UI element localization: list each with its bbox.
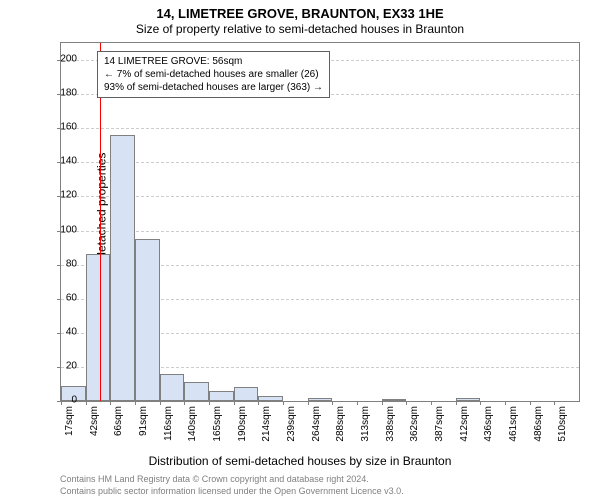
xtick-mark (283, 401, 284, 405)
xtick-label: 165sqm (212, 406, 223, 442)
xtick-mark (258, 401, 259, 405)
xtick-label: 486sqm (533, 406, 544, 442)
xtick-label: 264sqm (311, 406, 322, 442)
xtick-label: 116sqm (163, 406, 174, 441)
ytick-label: 0 (71, 395, 77, 406)
xtick-mark (431, 401, 432, 405)
ytick-label: 100 (60, 224, 77, 235)
ytick-label: 40 (66, 326, 77, 337)
xtick-label: 190sqm (237, 406, 248, 442)
footer-copyright-2: Contains public sector information licen… (60, 486, 404, 496)
histogram-bar (209, 391, 234, 401)
property-size-chart: 14, LIMETREE GROVE, BRAUNTON, EX33 1HE S… (0, 0, 600, 500)
chart-title-address: 14, LIMETREE GROVE, BRAUNTON, EX33 1HE (0, 6, 600, 21)
xtick-mark (357, 401, 358, 405)
xtick-label: 91sqm (138, 406, 149, 436)
ytick-label: 80 (66, 258, 77, 269)
annotation-line-3: 93% of semi-detached houses are larger (… (104, 81, 323, 94)
ytick-label: 180 (60, 88, 77, 99)
xtick-mark (61, 401, 62, 405)
ytick-label: 120 (60, 190, 77, 201)
histogram-bar (234, 387, 259, 401)
xtick-mark (135, 401, 136, 405)
xtick-mark (308, 401, 309, 405)
x-axis-label: Distribution of semi-detached houses by … (0, 454, 600, 468)
histogram-bar (456, 398, 481, 401)
histogram-bar (110, 135, 135, 401)
histogram-bar (184, 382, 209, 401)
ytick-label: 160 (60, 122, 77, 133)
ytick-label: 60 (66, 292, 77, 303)
xtick-label: 436sqm (483, 406, 494, 442)
xtick-label: 288sqm (335, 406, 346, 442)
chart-subtitle: Size of property relative to semi-detach… (0, 22, 600, 36)
gridline (61, 196, 579, 197)
xtick-label: 140sqm (187, 406, 198, 442)
histogram-bar (308, 398, 333, 401)
xtick-label: 17sqm (64, 406, 75, 436)
ytick-label: 20 (66, 360, 77, 371)
xtick-mark (406, 401, 407, 405)
annotation-line-1: 14 LIMETREE GROVE: 56sqm (104, 55, 323, 68)
xtick-mark (382, 401, 383, 405)
xtick-mark (209, 401, 210, 405)
ytick-mark (57, 367, 61, 368)
xtick-mark (505, 401, 506, 405)
xtick-label: 239sqm (286, 406, 297, 442)
xtick-mark (234, 401, 235, 405)
ytick-label: 200 (60, 54, 77, 65)
xtick-label: 362sqm (409, 406, 420, 442)
gridline (61, 162, 579, 163)
xtick-label: 412sqm (459, 406, 470, 442)
histogram-bar (86, 254, 111, 401)
gridline (61, 231, 579, 232)
histogram-bar (135, 239, 160, 401)
xtick-mark (86, 401, 87, 405)
xtick-mark (554, 401, 555, 405)
footer-copyright-1: Contains HM Land Registry data © Crown c… (60, 474, 369, 484)
xtick-mark (332, 401, 333, 405)
ytick-mark (57, 265, 61, 266)
plot-area: 14 LIMETREE GROVE: 56sqm ← 7% of semi-de… (60, 42, 580, 402)
xtick-mark (530, 401, 531, 405)
histogram-bar (160, 374, 185, 401)
histogram-bar (382, 399, 407, 401)
xtick-label: 66sqm (113, 406, 124, 436)
xtick-label: 510sqm (557, 406, 568, 442)
histogram-bar (258, 396, 283, 401)
xtick-mark (456, 401, 457, 405)
xtick-label: 42sqm (89, 406, 100, 436)
xtick-label: 338sqm (385, 406, 396, 442)
xtick-label: 387sqm (434, 406, 445, 442)
xtick-label: 461sqm (508, 406, 519, 442)
xtick-mark (110, 401, 111, 405)
xtick-label: 214sqm (261, 406, 272, 442)
xtick-mark (184, 401, 185, 405)
ytick-mark (57, 333, 61, 334)
xtick-label: 313sqm (360, 406, 371, 442)
xtick-mark (480, 401, 481, 405)
ytick-label: 140 (60, 156, 77, 167)
annotation-line-2: ← 7% of semi-detached houses are smaller… (104, 68, 323, 81)
annotation-box: 14 LIMETREE GROVE: 56sqm ← 7% of semi-de… (97, 51, 330, 98)
gridline (61, 128, 579, 129)
xtick-mark (160, 401, 161, 405)
ytick-mark (57, 299, 61, 300)
